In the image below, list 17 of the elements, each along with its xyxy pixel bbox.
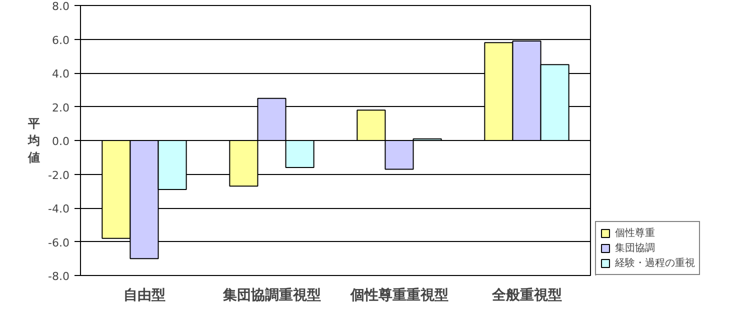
y-tick-label: 6.0	[52, 34, 70, 47]
y-tick-label: -6.0	[48, 236, 70, 250]
y-tick-label: -8.0	[48, 270, 70, 283]
y-tick-label: -4.0	[48, 202, 70, 216]
y-tick-label: 0.0	[52, 135, 70, 148]
legend-label: 経験・過程の重視	[615, 256, 695, 270]
legend-label: 個性尊重	[615, 226, 655, 240]
y-tick-label: 4.0	[52, 68, 70, 80]
x-tick-label: 自由型	[123, 286, 166, 302]
y-tick-label: 8.0	[52, 0, 70, 13]
legend-label: 集団協調	[615, 242, 655, 255]
x-tick-label: 集団協調重視型	[222, 286, 321, 302]
y-tick-label: -2.0	[48, 168, 70, 182]
y-tick-label: 2.0	[52, 101, 70, 114]
x-tick-label: 個性尊重重視型	[349, 286, 448, 302]
x-tick-label: 全般重視型	[490, 286, 562, 302]
y-axis-title: 平均値	[27, 116, 40, 164]
